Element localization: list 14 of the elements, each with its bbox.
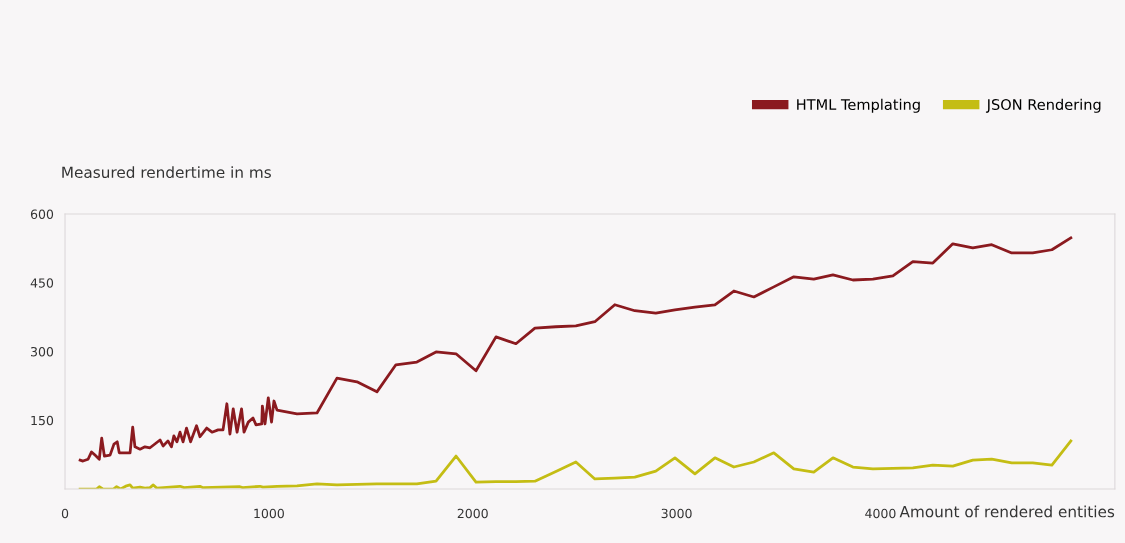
legend-label: JSON Rendering — [985, 98, 1101, 113]
line-series — [78, 236, 1073, 463]
y-tick-label: 300 — [31, 346, 54, 357]
y-tick-label: 600 — [30, 209, 54, 219]
x-tick-label: 3000 — [661, 508, 692, 519]
y-tick-label: 450 — [30, 278, 54, 288]
y-tick-label: 150 — [31, 415, 54, 426]
legend-label: HTML Templating — [797, 98, 920, 113]
x-tick-label: 4000 — [865, 508, 896, 519]
x-axis-title: Amount of rendered entities — [899, 505, 1115, 518]
x-tick-label: 0 — [61, 508, 69, 519]
x-tick-label: 2000 — [457, 508, 488, 519]
x-tick-label: 1000 — [254, 508, 284, 519]
y-axis-title: Measured rendertime in ms — [62, 166, 271, 179]
